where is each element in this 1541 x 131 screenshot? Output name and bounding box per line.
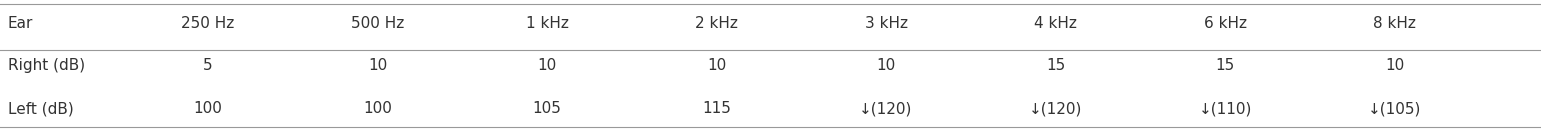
Text: Left (dB): Left (dB) [8, 101, 74, 116]
Text: 15: 15 [1216, 58, 1234, 73]
Text: 500 Hz: 500 Hz [351, 16, 404, 31]
Text: Ear: Ear [8, 16, 32, 31]
Text: 10: 10 [368, 58, 387, 73]
Text: 4 kHz: 4 kHz [1034, 16, 1077, 31]
Text: 100: 100 [194, 101, 222, 116]
Text: ↓(120): ↓(120) [1029, 101, 1082, 116]
Text: 105: 105 [533, 101, 561, 116]
Text: Right (dB): Right (dB) [8, 58, 85, 73]
Text: ↓(105): ↓(105) [1368, 101, 1421, 116]
Text: ↓(120): ↓(120) [860, 101, 912, 116]
Text: 1 kHz: 1 kHz [525, 16, 569, 31]
Text: ↓(110): ↓(110) [1199, 101, 1251, 116]
Text: 5: 5 [203, 58, 213, 73]
Text: 100: 100 [364, 101, 391, 116]
Text: 10: 10 [538, 58, 556, 73]
Text: 3 kHz: 3 kHz [865, 16, 908, 31]
Text: 10: 10 [1385, 58, 1404, 73]
Text: 250 Hz: 250 Hz [182, 16, 234, 31]
Text: 10: 10 [877, 58, 895, 73]
Text: 15: 15 [1046, 58, 1065, 73]
Text: 2 kHz: 2 kHz [695, 16, 738, 31]
Text: 10: 10 [707, 58, 726, 73]
Text: 8 kHz: 8 kHz [1373, 16, 1416, 31]
Text: 115: 115 [703, 101, 730, 116]
Text: 6 kHz: 6 kHz [1204, 16, 1247, 31]
